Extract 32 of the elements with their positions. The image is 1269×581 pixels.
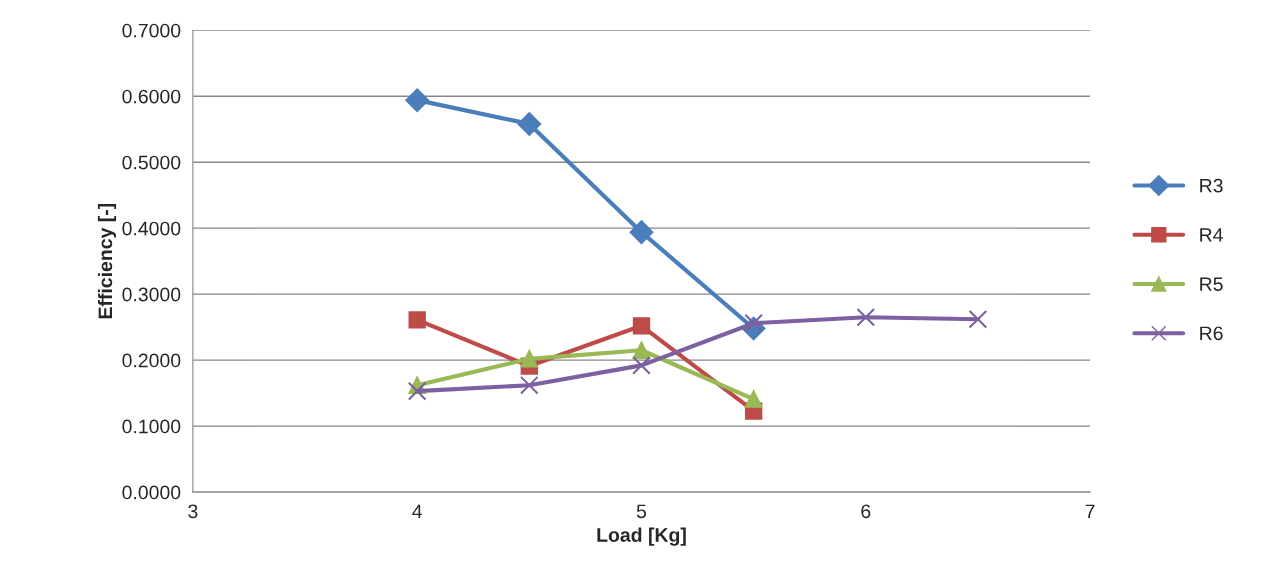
y-tick-label: 0.5000	[122, 155, 181, 170]
point	[632, 317, 651, 335]
legend-label: R6	[1200, 326, 1223, 341]
x-tick-label: 3	[188, 504, 198, 519]
x-axis-title: Load [Kg]	[597, 527, 686, 546]
point	[632, 356, 651, 375]
point	[519, 375, 539, 395]
legend-label: R3	[1200, 178, 1223, 193]
y-tick-label: 0.4000	[122, 221, 181, 236]
point	[408, 311, 426, 329]
point	[517, 112, 542, 136]
point	[405, 88, 430, 112]
legend-label: R5	[1200, 277, 1223, 291]
point	[856, 307, 876, 327]
point	[629, 220, 654, 244]
y-tick-label: 0.1000	[122, 419, 181, 434]
point	[632, 341, 651, 359]
point	[968, 309, 988, 329]
y-tick-label: 0.0000	[122, 485, 181, 500]
x-tick-label: 4	[412, 504, 423, 518]
point	[744, 390, 763, 408]
y-tick-label: 0.2000	[122, 353, 181, 368]
y-tick-label: 0.7000	[122, 23, 181, 38]
legend-label: R4	[1200, 228, 1223, 242]
x-tick-label: 7	[1085, 504, 1095, 518]
y-tick-label: 0.3000	[122, 287, 181, 302]
y-tick-label: 0.6000	[122, 89, 181, 104]
y-axis-title: Efficiency [-]	[97, 203, 117, 319]
x-tick-label: 6	[861, 504, 871, 519]
x-tick-label: 5	[636, 504, 647, 519]
point	[407, 381, 427, 401]
point	[520, 350, 539, 368]
